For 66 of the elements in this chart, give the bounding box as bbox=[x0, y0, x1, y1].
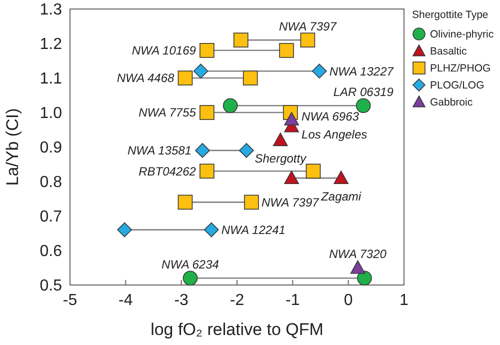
annotation: NWA 7755 bbox=[138, 106, 196, 120]
annotation: LAR 06319 bbox=[333, 84, 394, 99]
point bbox=[300, 32, 316, 48]
y-tick-label: 1.1 bbox=[40, 70, 62, 88]
annotation: RBT04262 bbox=[138, 164, 196, 178]
x-tick-label: 1 bbox=[400, 292, 409, 309]
annotation: Zagami bbox=[320, 189, 362, 204]
point bbox=[244, 194, 259, 210]
annotation: NWA 4468 bbox=[116, 71, 175, 86]
annotation: NWA 7320 bbox=[329, 246, 387, 261]
y-tick-label: 0.8 bbox=[40, 174, 62, 192]
x-tick-label: -2 bbox=[230, 292, 244, 309]
annotation: NWA 12241 bbox=[221, 223, 286, 237]
annotation: NWA 10169 bbox=[132, 44, 196, 58]
x-tick-label: -4 bbox=[118, 292, 133, 309]
point bbox=[312, 64, 327, 78]
point bbox=[350, 260, 366, 274]
point bbox=[200, 43, 214, 58]
point bbox=[195, 143, 210, 158]
annotation: NWA 7397 bbox=[261, 195, 320, 210]
point bbox=[117, 222, 132, 238]
point bbox=[200, 164, 214, 179]
x-tick-label: 0 bbox=[344, 292, 353, 309]
annotation: NWA 6234 bbox=[162, 257, 220, 272]
point bbox=[182, 270, 198, 286]
y-tick-label: 1.0 bbox=[40, 105, 62, 122]
x-tick-label: -3 bbox=[174, 292, 189, 309]
legend-label: Gabbroic bbox=[430, 96, 473, 109]
x-tick-label: -5 bbox=[62, 292, 78, 309]
point bbox=[178, 70, 193, 86]
point bbox=[357, 270, 372, 286]
legend-label: PLOG/LOG bbox=[430, 80, 484, 92]
y-tick-label: 0.9 bbox=[40, 140, 62, 157]
y-tick-label: 0.6 bbox=[40, 243, 62, 260]
x-axis-title: log fO₂ relative to QFM bbox=[150, 320, 324, 339]
point bbox=[284, 112, 299, 126]
point bbox=[279, 43, 294, 58]
y-tick-label: 1.2 bbox=[40, 36, 62, 54]
point bbox=[334, 170, 348, 184]
point bbox=[222, 98, 238, 113]
y-tick-label: 0.5 bbox=[40, 278, 62, 295]
legend-label: PLHZ/PHOG bbox=[430, 62, 491, 75]
point bbox=[356, 98, 371, 113]
point bbox=[200, 105, 214, 120]
y-tick-label: 1.3 bbox=[40, 2, 62, 19]
point bbox=[204, 222, 219, 238]
point bbox=[193, 64, 208, 78]
annotation: NWA 7397 bbox=[279, 19, 338, 34]
annotation: NWA 13581 bbox=[127, 144, 192, 158]
legend-title: Shergottite Type bbox=[412, 9, 488, 21]
annotation: NWA 6963 bbox=[302, 110, 360, 124]
legend-label: Basaltic bbox=[430, 46, 467, 58]
annotation: Shergotty bbox=[254, 151, 308, 166]
legend-label: Olivine-phyric bbox=[430, 28, 494, 41]
annotation: Los Angeles bbox=[302, 128, 368, 142]
y-axis-title: La/Yb (CI) bbox=[3, 108, 22, 186]
point bbox=[239, 143, 254, 158]
point bbox=[273, 132, 288, 146]
y-tick-label: 0.7 bbox=[40, 208, 62, 226]
point bbox=[233, 32, 248, 48]
x-tick-label: -1 bbox=[286, 292, 300, 309]
annotation: NWA 13227 bbox=[329, 64, 395, 78]
point bbox=[284, 170, 299, 184]
point bbox=[306, 164, 321, 179]
point bbox=[178, 194, 193, 210]
point bbox=[242, 70, 258, 86]
